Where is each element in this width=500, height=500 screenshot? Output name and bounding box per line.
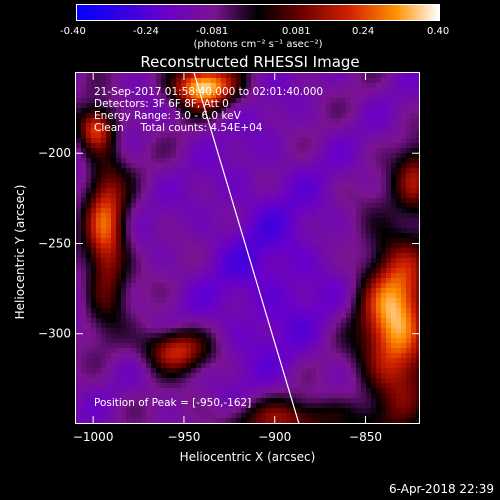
x-tick-label: −950	[167, 430, 200, 444]
y-tick-label: −300	[38, 327, 71, 341]
x-tick-label: −850	[349, 430, 382, 444]
x-axis-title: Heliocentric X (arcsec)	[179, 450, 316, 464]
x-tick-label: −900	[258, 430, 291, 444]
annotation-detectors: Detectors: 3F 6F 8F, Att 0	[94, 98, 229, 110]
y-tick-label: −200	[38, 146, 71, 160]
colorbar-tick: 0.24	[352, 26, 375, 37]
colorbar-tick: -0.40	[60, 26, 86, 37]
limb-line	[193, 73, 300, 423]
y-axis-title: Heliocentric Y (arcsec)	[13, 184, 27, 320]
annotation-energy-range: Energy Range: 3.0 - 6.0 keV	[94, 110, 241, 122]
timestamp: 6-Apr-2018 22:39	[389, 482, 494, 496]
colorbar-tick: 0.40	[427, 26, 450, 37]
annotation-peak-position: Position of Peak = [-950,-162]	[94, 397, 252, 409]
plot-area: 21-Sep-2017 01:58:40.000 to 02:01:40.000…	[75, 72, 420, 424]
colorbar-tick: -0.24	[133, 26, 159, 37]
colorbar-tick: 0.081	[282, 26, 311, 37]
colorbar-unit-label: (photons cm⁻² s⁻¹ asec⁻²)	[193, 39, 323, 50]
heatmap-image	[76, 73, 419, 423]
annotation-time-range: 21-Sep-2017 01:58:40.000 to 02:01:40.000	[94, 86, 324, 98]
y-tick-label: −250	[38, 236, 71, 250]
colorbar	[76, 4, 440, 21]
chart-title: Reconstructed RHESSI Image	[140, 53, 360, 71]
colorbar-tick: -0.081	[196, 26, 229, 37]
x-tick-label: −1000	[73, 430, 114, 444]
annotation-counts: Clean Total counts: 4.54E+04	[94, 122, 263, 134]
